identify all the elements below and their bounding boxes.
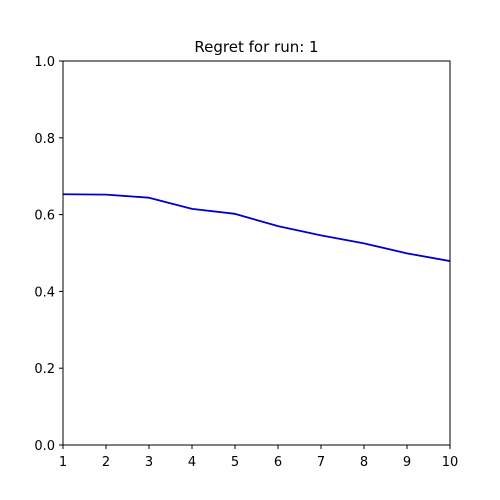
x-tick-label: 6 (274, 455, 282, 470)
y-tick-label: 0.4 (34, 285, 55, 300)
x-tick-label: 1 (59, 455, 67, 470)
chart-title: Regret for run: 1 (194, 38, 318, 56)
x-tick-label: 4 (188, 455, 196, 470)
x-tick-label: 3 (145, 455, 153, 470)
x-axis: 1 2 3 4 5 6 7 8 9 10 (59, 445, 458, 470)
y-tick-label: 0.2 (34, 362, 55, 377)
x-tick-label: 7 (317, 455, 325, 470)
series-line (62, 193, 451, 262)
plot-area (62, 193, 451, 262)
y-tick-label: 0.0 (34, 439, 55, 454)
y-tick-label: 0.6 (34, 209, 55, 224)
y-axis: 0.0 0.2 0.4 0.6 0.8 1.0 (34, 55, 63, 454)
y-tick-label: 0.8 (34, 132, 55, 147)
y-tick-label: 1.0 (34, 55, 55, 70)
plot-frame (62, 60, 451, 446)
x-tick-label: 9 (403, 455, 411, 470)
x-tick-label: 2 (102, 455, 110, 470)
x-tick-label: 5 (231, 455, 239, 470)
x-tick-label: 8 (360, 455, 368, 470)
x-tick-label: 10 (442, 455, 459, 470)
